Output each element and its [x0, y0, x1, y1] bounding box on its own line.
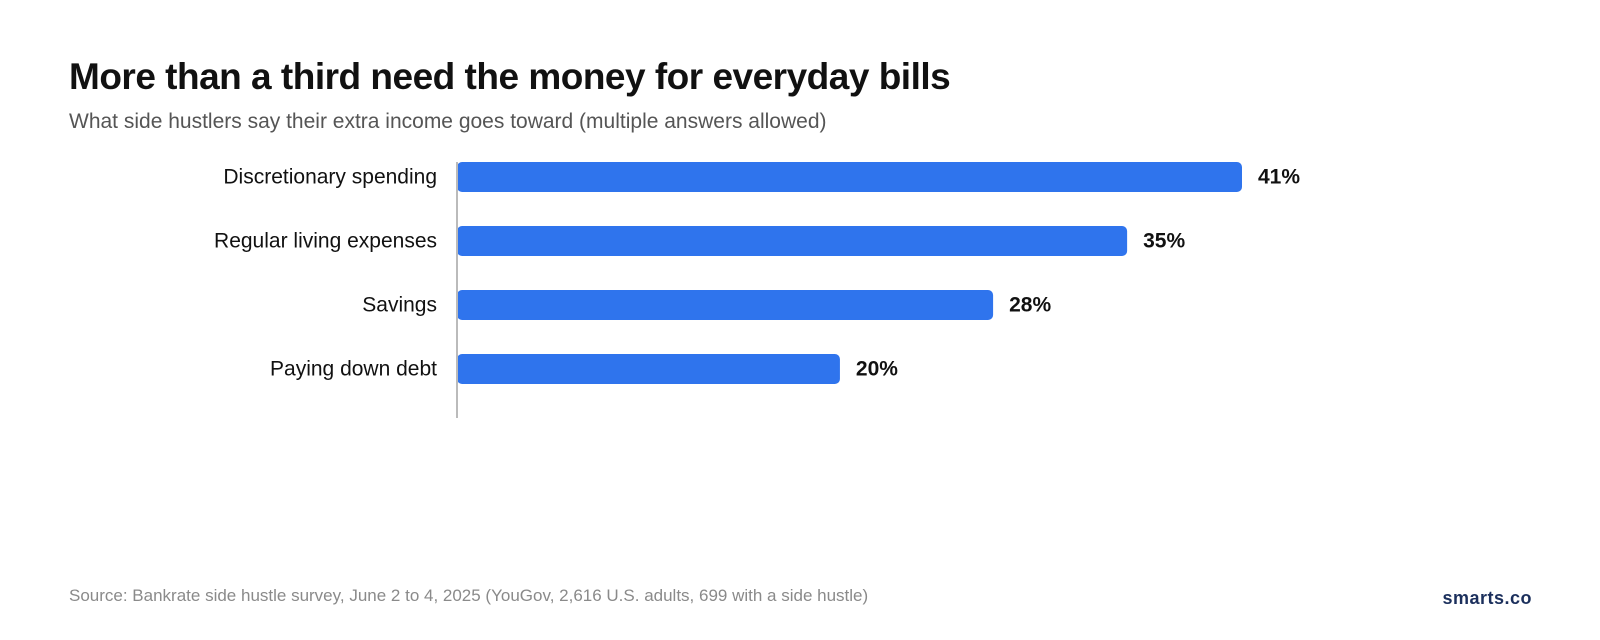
value-label: 41%	[1258, 166, 1300, 189]
category-label: Discretionary spending	[223, 166, 437, 189]
bar	[457, 290, 994, 320]
value-label: 28%	[1009, 294, 1051, 317]
chart-subtitle: What side hustlers say their extra incom…	[69, 110, 827, 133]
value-label: 35%	[1143, 230, 1185, 253]
brand-logo: smarts.co	[1442, 588, 1532, 608]
category-label: Regular living expenses	[214, 230, 437, 253]
bar	[457, 354, 840, 384]
bar	[457, 162, 1242, 192]
category-label: Savings	[362, 294, 437, 317]
bar	[457, 226, 1128, 256]
value-label: 20%	[856, 358, 898, 381]
source-note: Source: Bankrate side hustle survey, Jun…	[69, 586, 869, 605]
category-label: Paying down debt	[270, 358, 437, 381]
chart-title: More than a third need the money for eve…	[69, 56, 951, 97]
